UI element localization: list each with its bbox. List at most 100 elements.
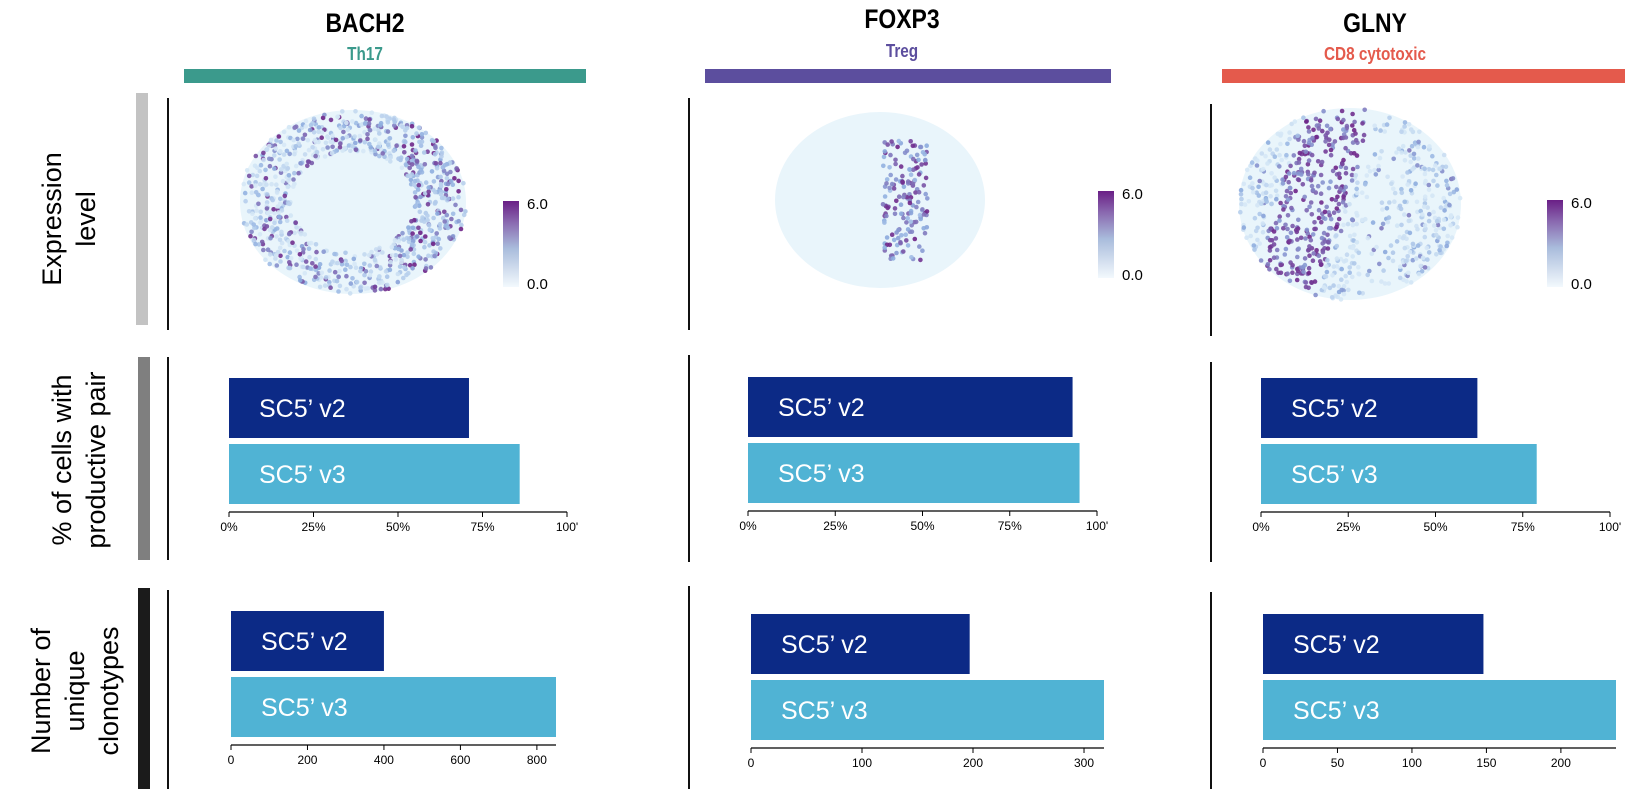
cell-point (1310, 258, 1316, 264)
cell-point (1263, 153, 1268, 159)
cell-point (1339, 266, 1344, 272)
cell-point (1309, 280, 1314, 285)
cell-point (898, 240, 903, 246)
cell-point (888, 152, 893, 158)
cell-point (1331, 283, 1336, 288)
cell-point (1405, 253, 1410, 259)
cell-point (405, 173, 411, 179)
cell-point (317, 284, 323, 290)
cell-point (287, 260, 292, 265)
x-tick-label: 75% (998, 519, 1022, 533)
cell-point (1347, 265, 1352, 270)
row-bar-productive (138, 357, 150, 560)
cell-point (890, 256, 896, 261)
cell-point (1272, 154, 1278, 159)
cell-point (393, 257, 399, 262)
bar-label: SC5’ v2 (1293, 631, 1380, 659)
cell-point (1442, 208, 1447, 213)
cell-point (1293, 188, 1298, 194)
cell-point (1330, 168, 1336, 174)
cell-point (884, 181, 889, 186)
cell-point (1334, 224, 1339, 230)
cell-point (1319, 235, 1325, 241)
cell-point (1253, 228, 1259, 234)
cell-point (286, 239, 291, 244)
cell-point (264, 224, 270, 229)
cell-point (337, 144, 343, 150)
cell-point (1350, 254, 1355, 259)
cell-point (418, 167, 424, 173)
divider (167, 357, 169, 560)
cell-point (1290, 223, 1295, 229)
bar-label: SC5’ v3 (261, 694, 348, 722)
cell-point (306, 241, 312, 246)
cell-point (898, 211, 904, 216)
cell-point (250, 172, 256, 178)
cell-point (1303, 280, 1309, 285)
cell-point (1277, 152, 1282, 158)
cell-point (924, 225, 930, 230)
cell-point (286, 265, 291, 271)
cell-point (1422, 166, 1427, 172)
cell-point (1416, 271, 1422, 277)
cell-point (270, 197, 276, 203)
bar-sc5-v2 (1261, 378, 1478, 438)
cell-point (311, 130, 317, 135)
cell-point (305, 163, 310, 169)
cell-point (1413, 181, 1418, 186)
cell-point (363, 116, 369, 121)
cell-point (923, 157, 928, 163)
cell-point (383, 286, 388, 292)
cell-point (905, 227, 911, 232)
cell-point (274, 263, 280, 268)
cell-point (450, 182, 456, 187)
cell-point (345, 127, 351, 132)
cell-point (1343, 203, 1349, 208)
cell-point (1257, 178, 1262, 184)
cell-point (1320, 128, 1325, 134)
cell-point (278, 139, 283, 145)
cell-point (274, 182, 279, 187)
cell-point (1324, 123, 1330, 129)
cell-point (1268, 194, 1273, 199)
cell-point (1255, 203, 1260, 208)
cell-point (252, 215, 258, 221)
umap-plot-foxp3: 6.0 0.0 (775, 112, 1143, 288)
cell-point (442, 163, 448, 168)
cell-point (427, 227, 433, 233)
cell-point (415, 187, 421, 192)
cell-point (908, 210, 914, 216)
cell-point (344, 120, 349, 126)
cell-point (288, 255, 294, 261)
cell-point (1324, 204, 1329, 210)
cell-point (893, 157, 898, 163)
cell-point (425, 202, 431, 207)
cell-point (1306, 129, 1312, 134)
cell-point (1306, 140, 1312, 146)
cell-point (367, 141, 372, 147)
cell-point (1290, 270, 1295, 276)
cell-point (254, 173, 260, 179)
cell-point (438, 246, 443, 251)
cell-point (296, 170, 301, 176)
cell-point (1249, 160, 1255, 165)
cell-point (898, 164, 904, 169)
cell-point (303, 118, 309, 124)
cell-point (323, 140, 329, 146)
cell-point (1268, 226, 1273, 231)
cell-point (389, 253, 395, 258)
cell-point (319, 135, 325, 140)
cell-point (458, 207, 464, 213)
cell-point (1281, 226, 1286, 231)
bar-sc5-v3 (751, 680, 1104, 740)
cell-point (438, 192, 444, 197)
cell-point (1287, 136, 1292, 142)
figure-canvas: 6.0 0.0 6.0 0.0 6.0 0.0 SC5’ v2 SC5’ v3 0% 25% 50… (220, 107, 1621, 770)
cell-point (422, 219, 427, 224)
cell-point (322, 154, 328, 159)
cell-point (884, 235, 890, 240)
cell-point (272, 153, 277, 158)
bar-chart-bach2-clonotypes: SC5’ v2 SC5’ v3 0 200 400 600 800 (228, 611, 556, 767)
divider (167, 98, 169, 330)
cell-point (350, 119, 355, 124)
